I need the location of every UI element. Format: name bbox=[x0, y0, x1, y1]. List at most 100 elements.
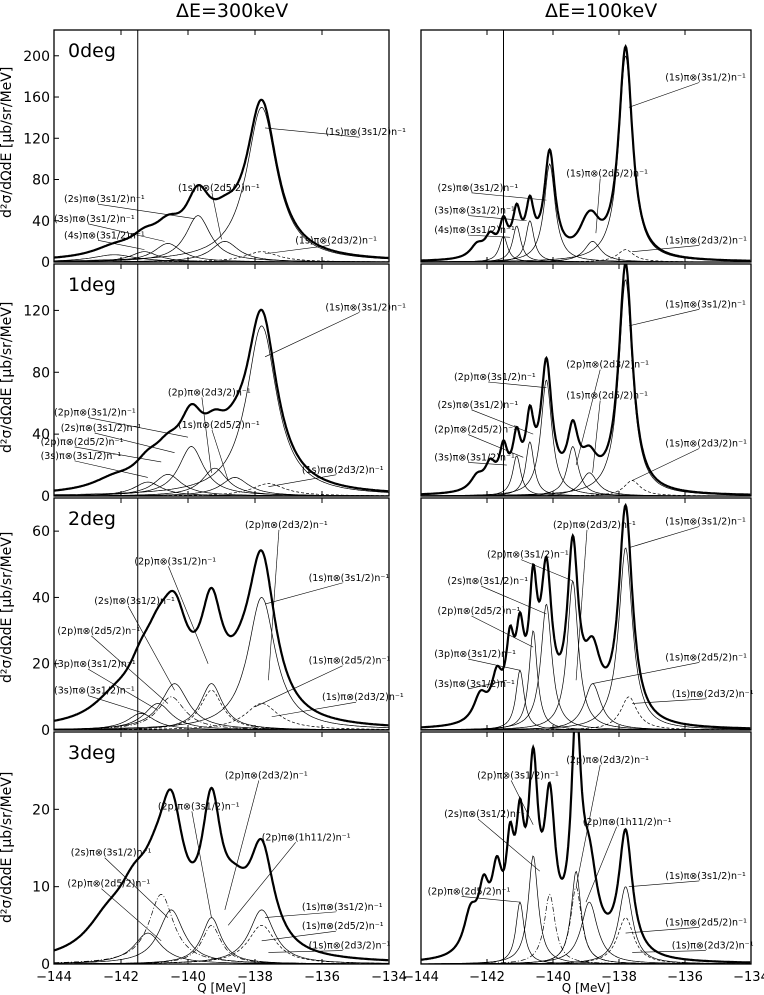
annotation-leader bbox=[87, 668, 159, 711]
annotation-leader bbox=[265, 127, 360, 138]
annotation-label: (1s)π⊗(3s1/2)n⁻¹ bbox=[325, 127, 406, 138]
annotation-leader bbox=[101, 888, 162, 942]
component-curve bbox=[421, 441, 751, 496]
total-spectrum-line bbox=[54, 786, 389, 962]
annotation-label: (1s)π⊗(2d3/2)n⁻¹ bbox=[295, 235, 377, 246]
x-tick-label: −144 bbox=[36, 970, 72, 985]
x-axis-label: Q [MeV] bbox=[562, 981, 611, 995]
x-tick-label: −134 bbox=[733, 970, 764, 985]
annotation-leader bbox=[264, 582, 343, 605]
annotation-label: (1s)π⊗(2d3/2)n⁻¹ bbox=[665, 439, 747, 450]
panel-title: 1deg bbox=[68, 274, 116, 296]
annotation-leader bbox=[468, 462, 507, 466]
annotation-leader bbox=[94, 432, 175, 453]
annotation-leader bbox=[268, 950, 343, 953]
annotation-leader bbox=[74, 446, 162, 463]
panel-3-0: 0 10 20 3deg (2p)π⊗(2d3/2)n⁻¹ (2p)π⊗(3s1/2)n⁻… bbox=[32, 731, 390, 973]
annotation-label: (1s)π⊗(3s1/2)n⁻¹ bbox=[665, 871, 746, 882]
annotation-label: (1s)π⊗(2d5/2)n⁻¹ bbox=[566, 168, 648, 179]
annotation-leader bbox=[211, 192, 222, 240]
y-tick-label: 160 bbox=[23, 90, 50, 106]
annotation-label: (2p)π⊗(3s1/2)n⁻¹ bbox=[454, 372, 536, 383]
annotation-leader bbox=[74, 460, 148, 478]
annotation-leader bbox=[632, 245, 700, 252]
annotation-leader bbox=[261, 930, 336, 942]
annotation-label: (2p)π⊗(2d3/2)n⁻¹ bbox=[566, 360, 649, 371]
panel-frame bbox=[420, 263, 752, 497]
panel-frame bbox=[420, 731, 752, 965]
annotation-leader bbox=[468, 679, 507, 690]
annotation-leader bbox=[632, 448, 700, 481]
annotation-leader bbox=[477, 818, 540, 872]
annotation-label: (2p)π⊗(3s1/2)n⁻¹ bbox=[134, 556, 216, 567]
panel-1-1: (1s)π⊗(3s1/2)n⁻¹ (2p)π⊗(2d3/2)n⁻¹ (2p)π⊗(3… bbox=[420, 263, 752, 497]
annotation-label: (1s)π⊗(2d3/2)n⁻¹ bbox=[665, 235, 747, 246]
annotation-label: (1s)π⊗(2d5/2)n⁻¹ bbox=[665, 652, 747, 663]
annotation-leader bbox=[592, 400, 601, 473]
annotation-leader bbox=[127, 605, 175, 691]
annotation-label: (2s)π⊗(3s1/2)n⁻¹ bbox=[61, 423, 142, 434]
annotation-label: (2s)π⊗(3s1/2)n⁻¹ bbox=[438, 400, 519, 411]
annotation-label: (1s)π⊗(3s1/2)n⁻¹ bbox=[309, 573, 390, 584]
annotation-label: (3p)π⊗(3s1/2)n⁻¹ bbox=[434, 649, 516, 660]
annotation-leader bbox=[628, 82, 700, 108]
annotation-leader bbox=[265, 911, 336, 918]
annotation-leader bbox=[191, 811, 212, 918]
annotation-leader bbox=[265, 245, 330, 255]
annotation-leader bbox=[224, 780, 260, 910]
component-curve bbox=[54, 703, 389, 730]
component-curve bbox=[421, 901, 751, 964]
annotation-leader bbox=[227, 842, 296, 926]
y-tick-label: 40 bbox=[32, 590, 50, 606]
annotation-label: (2p)π⊗(2d5/2)n⁻¹ bbox=[57, 626, 140, 637]
annotation-label: (1s)π⊗(2d3/2)n⁻¹ bbox=[322, 692, 404, 703]
component-curve bbox=[54, 713, 389, 730]
annotation-leader bbox=[97, 239, 145, 250]
y-tick-label: 40 bbox=[32, 427, 50, 443]
annotation-leader bbox=[268, 529, 280, 681]
annotation-label: (4s)π⊗(3s1/2)n⁻¹ bbox=[64, 230, 145, 241]
annotation-leader bbox=[575, 764, 601, 887]
annotation-leader bbox=[468, 658, 521, 671]
annotation-label: (2p)π⊗(3s1/2)n⁻¹ bbox=[54, 408, 136, 419]
y-tick-label: 120 bbox=[23, 303, 50, 319]
annotation-label: (2s)π⊗(3s1/2)n⁻¹ bbox=[447, 576, 528, 587]
annotation-leader bbox=[211, 429, 229, 481]
x-tick-label: −138 bbox=[601, 970, 637, 985]
y-tick-label: 0 bbox=[41, 957, 50, 973]
annotation-label: (1s)π⊗(3s1/2)n⁻¹ bbox=[665, 299, 746, 310]
annotation-label: (2s)π⊗(3s1/2)n⁻¹ bbox=[64, 194, 145, 205]
annotation-label: (1s)π⊗(2d3/2)n⁻¹ bbox=[672, 689, 754, 700]
panel-1-0: 0 40 80 120 1deg (1s)π⊗(3s1/2)n⁻¹ (2p)π⊗(2d3/2… bbox=[23, 263, 406, 505]
x-tick-label: −138 bbox=[237, 970, 273, 985]
annotation-label: (2p)π⊗(2d3/2)n⁻¹ bbox=[553, 520, 636, 531]
panel-frame bbox=[53, 263, 390, 497]
x-axis-label: Q [MeV] bbox=[197, 981, 246, 995]
y-tick-label: 10 bbox=[32, 880, 50, 896]
y-tick-label: 200 bbox=[23, 49, 50, 65]
annotation-label: (2s)π⊗(3s1/2)n⁻¹ bbox=[94, 596, 175, 607]
col-title-right: ΔE=100keV bbox=[545, 0, 658, 22]
annotation-leader bbox=[520, 559, 573, 582]
x-tick-label: −142 bbox=[103, 970, 139, 985]
annotation-label: (2s)π⊗(3s1/2)n⁻¹ bbox=[71, 848, 152, 859]
annotation-leader bbox=[592, 662, 700, 684]
x-tick-label: −136 bbox=[304, 970, 340, 985]
y-tick-label: 40 bbox=[32, 214, 50, 230]
annotation-label: (1s)π⊗(3s1/2)n⁻¹ bbox=[302, 902, 383, 913]
component-curve bbox=[54, 597, 389, 730]
annotation-leader bbox=[625, 927, 700, 934]
annotation-label: (1s)π⊗(2d5/2)n⁻¹ bbox=[178, 420, 260, 431]
annotation-leader bbox=[487, 381, 547, 389]
x-tick-label: −136 bbox=[667, 970, 703, 985]
annotation-label: (1s)π⊗(2d3/2)n⁻¹ bbox=[672, 941, 754, 952]
annotation-label: (2p)π⊗(2d5/2)n⁻¹ bbox=[41, 437, 124, 448]
annotation-leader bbox=[201, 397, 212, 473]
annotation-label: (3s)π⊗(3s1/2)n⁻¹ bbox=[434, 452, 515, 463]
annotation-label: (2s)π⊗(3s1/2)n⁻¹ bbox=[438, 183, 519, 194]
panel-0-1: (1s)π⊗(3s1/2)n⁻¹ (1s)π⊗(2d5/2)n⁻¹ (1s)π⊗(2… bbox=[420, 29, 752, 263]
annotation-label: (3s)π⊗(3s1/2)n⁻¹ bbox=[54, 686, 135, 697]
y-tick-label: 60 bbox=[32, 524, 50, 540]
panel-0-0: 0 40 80 120 160 200 0deg (1s)π⊗(3s1/2)n⁻¹ (1s)π⊗… bbox=[23, 29, 406, 271]
annotation-leader bbox=[628, 880, 700, 887]
